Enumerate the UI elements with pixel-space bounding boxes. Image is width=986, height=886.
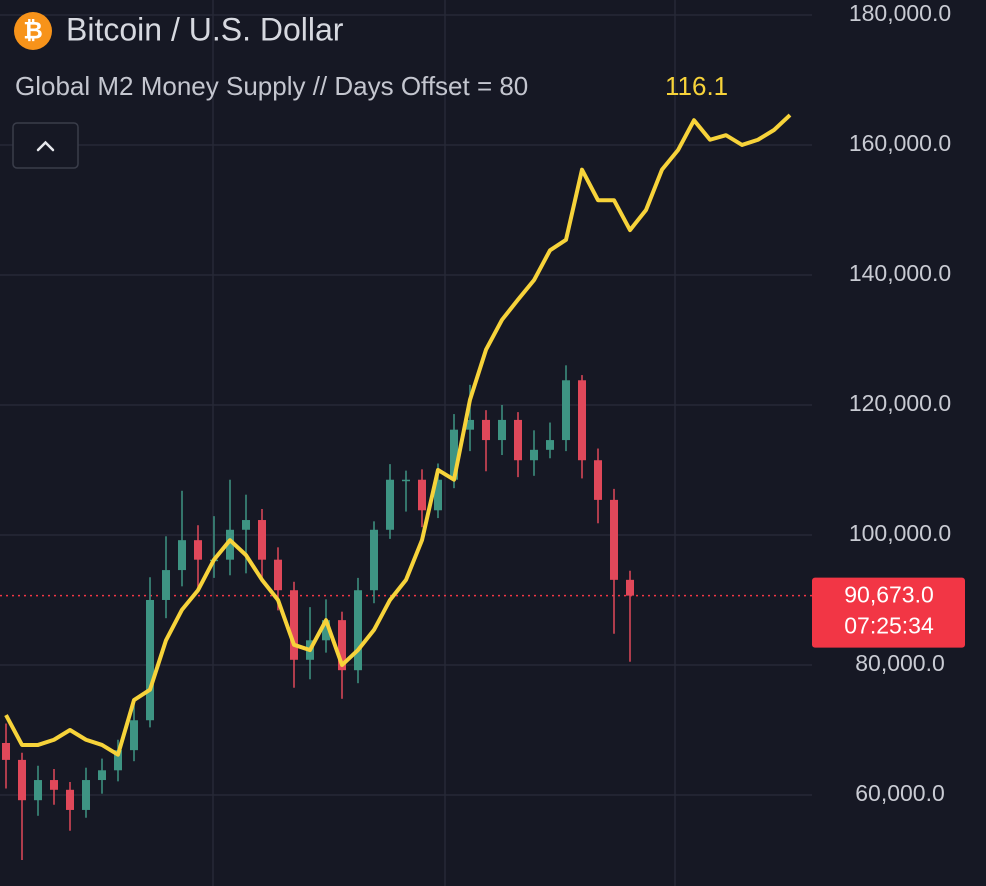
symbol-icon-bg xyxy=(14,12,52,50)
candle-body xyxy=(386,479,394,530)
indicator-name: Global M2 Money Supply // Days Offset = … xyxy=(15,71,528,101)
candle-body xyxy=(258,520,266,560)
candle-body xyxy=(50,780,58,790)
y-tick-label: 100,000.0 xyxy=(849,520,951,546)
candle-body xyxy=(114,750,122,771)
candle-body xyxy=(402,479,410,482)
candle-body xyxy=(242,520,250,530)
chart-title: Bitcoin / U.S. Dollar xyxy=(66,11,344,47)
candle-body xyxy=(130,720,138,751)
candle-body xyxy=(194,540,202,560)
price-axis: 60,000.0 80,000.0 100,000.0 120,000.0 140,00… xyxy=(812,0,965,806)
plot xyxy=(2,113,792,860)
indicator-value: 116.1 xyxy=(665,71,728,101)
candle-body xyxy=(546,440,554,450)
price-tag-label: 90,673.0 xyxy=(844,582,934,608)
legend: ₿ Bitcoin / U.S. Dollar Global M2 Money … xyxy=(12,11,728,169)
candle-body xyxy=(98,770,106,781)
candle-body xyxy=(482,419,490,441)
chevron-icon xyxy=(36,140,55,152)
countdown-label: 07:25:34 xyxy=(844,613,934,639)
y-tick-label: 160,000.0 xyxy=(849,130,951,156)
candle-body xyxy=(530,449,538,461)
candle-body xyxy=(418,479,426,511)
y-tick-label: 140,000.0 xyxy=(849,260,951,286)
candle-body xyxy=(2,742,10,760)
candle-body xyxy=(178,540,186,571)
collapse-button[interactable] xyxy=(12,122,79,169)
candle-body xyxy=(338,620,346,671)
candle-body xyxy=(370,529,378,591)
candle-body xyxy=(626,579,634,596)
y-tick-label: 120,000.0 xyxy=(849,390,951,416)
candle-body xyxy=(434,479,442,511)
candle-body xyxy=(594,460,602,500)
price-tag xyxy=(812,577,965,648)
time-grid xyxy=(212,0,676,886)
price-grid xyxy=(0,14,812,796)
candle-body xyxy=(514,419,522,461)
symbol-icon: ₿ xyxy=(23,17,43,44)
candle-body xyxy=(274,559,282,591)
candle-body xyxy=(562,380,570,441)
candle-body xyxy=(34,780,42,801)
candle-body xyxy=(66,789,74,810)
candle-body xyxy=(18,759,26,801)
candle-body xyxy=(162,570,170,600)
candle-body xyxy=(354,590,362,671)
candle-body xyxy=(146,599,154,721)
candle-body xyxy=(290,590,298,660)
candle-body xyxy=(450,429,458,480)
candle-body xyxy=(498,419,506,441)
m2-line xyxy=(4,113,792,757)
candle-body xyxy=(578,380,586,461)
candle-body xyxy=(322,620,330,641)
candle-body xyxy=(466,419,474,430)
y-tick-label: 80,000.0 xyxy=(855,650,945,676)
y-tick-label: 60,000.0 xyxy=(855,780,945,806)
candle-body xyxy=(610,499,618,580)
candle-body xyxy=(82,780,90,810)
candle-body xyxy=(226,529,234,560)
y-tick-label: 180,000.0 xyxy=(849,0,951,26)
